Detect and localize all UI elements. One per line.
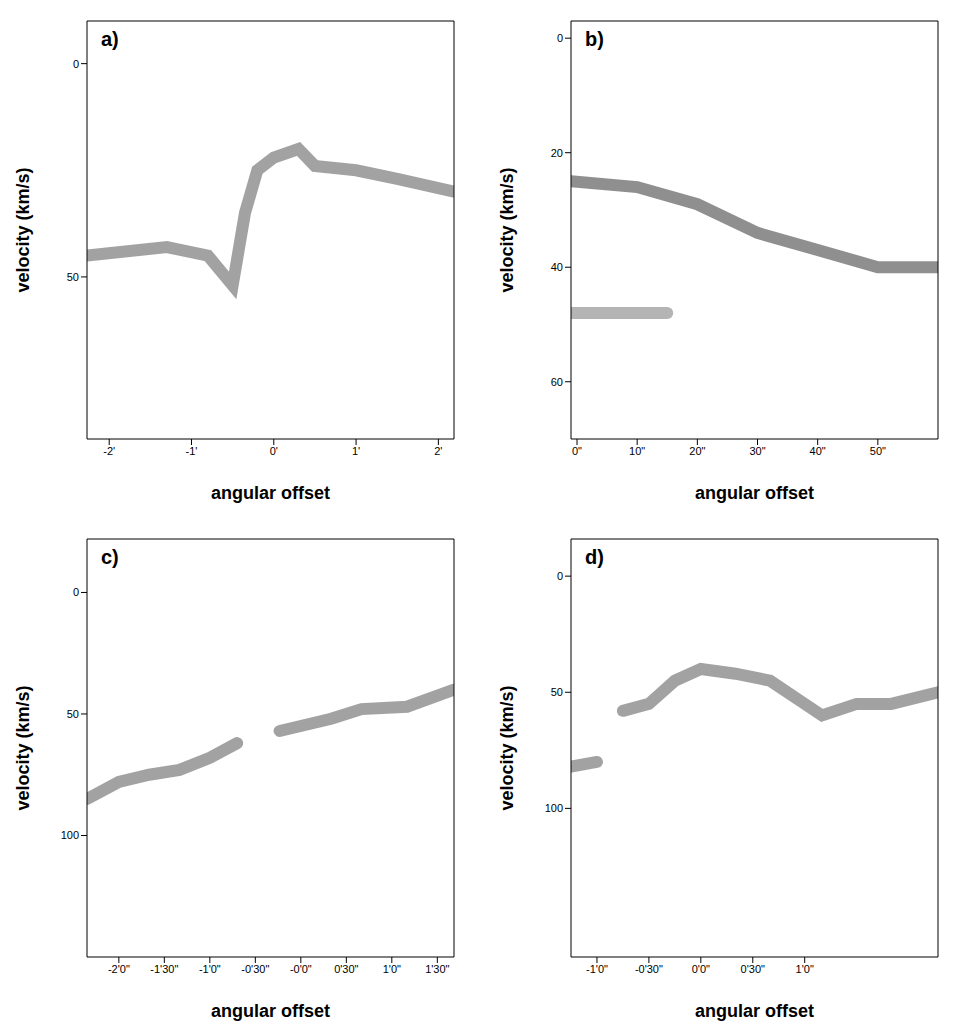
- svg-text:-1'0": -1'0": [199, 963, 221, 975]
- svg-text:0'30": 0'30": [334, 963, 358, 975]
- svg-text:50: 50: [551, 686, 563, 698]
- svg-text:60: 60: [551, 376, 563, 388]
- svg-text:0: 0: [557, 570, 563, 582]
- svg-text:angular offset: angular offset: [211, 1001, 330, 1021]
- html-text:b): b): [585, 28, 604, 50]
- svg-text:50: 50: [67, 271, 79, 283]
- svg-text:velocity (km/s): velocity (km/s): [497, 685, 517, 810]
- svg-text:20: 20: [551, 147, 563, 159]
- svg-text:angular offset: angular offset: [211, 483, 330, 503]
- svg-text:1'0": 1'0": [383, 963, 401, 975]
- svg-text:0": 0": [572, 445, 582, 457]
- svg-text:-1'30": -1'30": [150, 963, 178, 975]
- html-text:a): a): [101, 28, 119, 50]
- html-text:d): d): [585, 546, 604, 568]
- svg-text:-1'0": -1'0": [586, 963, 608, 975]
- svg-text:50": 50": [870, 445, 886, 457]
- svg-text:velocity (km/s): velocity (km/s): [13, 167, 33, 292]
- svg-text:0'0": 0'0": [692, 963, 710, 975]
- svg-text:-2': -2': [103, 445, 115, 457]
- svg-text:0': 0': [270, 445, 278, 457]
- svg-text:0: 0: [557, 32, 563, 44]
- svg-text:40: 40: [551, 261, 563, 273]
- svg-text:angular offset: angular offset: [695, 483, 814, 503]
- svg-text:20": 20": [689, 445, 705, 457]
- svg-text:100: 100: [545, 802, 563, 814]
- svg-text:-0'30": -0'30": [241, 963, 269, 975]
- html-text:c): c): [101, 546, 119, 568]
- svg-text:1'30": 1'30": [425, 963, 449, 975]
- svg-text:0: 0: [73, 586, 79, 598]
- svg-text:velocity (km/s): velocity (km/s): [13, 685, 33, 810]
- svg-text:100: 100: [61, 829, 79, 841]
- svg-text:angular offset: angular offset: [695, 1001, 814, 1021]
- svg-text:-0'30": -0'30": [635, 963, 663, 975]
- svg-text:-0'0": -0'0": [290, 963, 312, 975]
- svg-text:0: 0: [73, 58, 79, 70]
- svg-text:40": 40": [810, 445, 826, 457]
- svg-text:-1': -1': [186, 445, 198, 457]
- svg-text:30": 30": [749, 445, 765, 457]
- svg-text:1': 1': [352, 445, 360, 457]
- svg-text:50: 50: [67, 708, 79, 720]
- svg-text:velocity (km/s): velocity (km/s): [497, 167, 517, 292]
- svg-text:1'0": 1'0": [796, 963, 814, 975]
- svg-text:10": 10": [629, 445, 645, 457]
- svg-text:0'30": 0'30": [741, 963, 765, 975]
- svg-text:-2'0": -2'0": [108, 963, 130, 975]
- svg-text:2': 2': [434, 445, 442, 457]
